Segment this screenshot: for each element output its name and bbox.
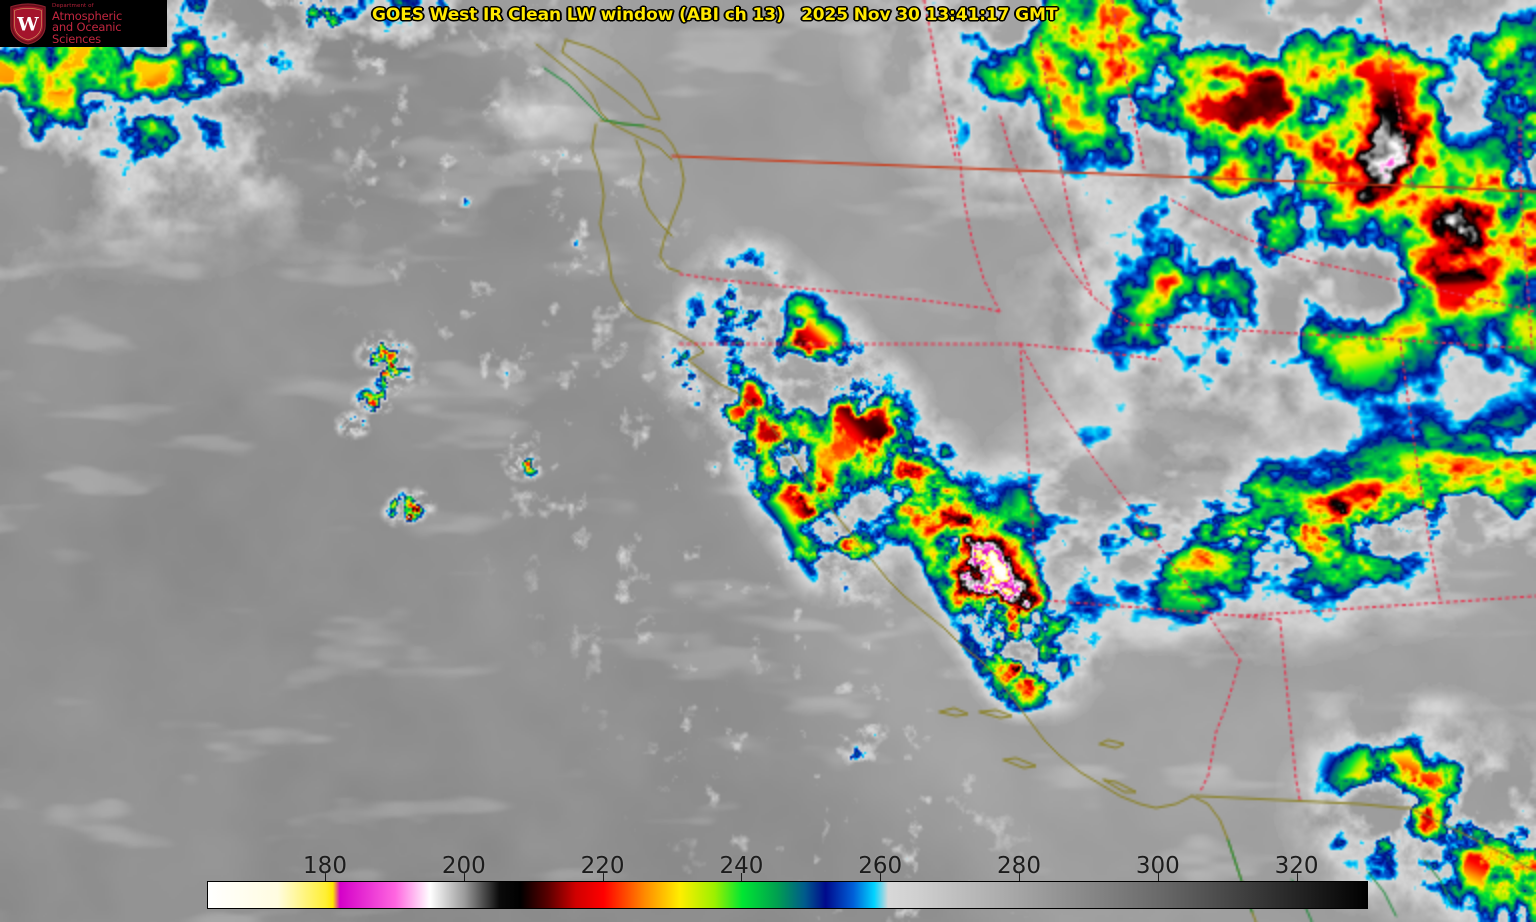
svg-text:W: W (16, 13, 39, 36)
colorbar-tick-label: 220 (580, 853, 625, 879)
uw-crest-icon: W (10, 3, 46, 45)
colorbar-tick (880, 873, 882, 881)
logo-line-oceanic: and Oceanic Sciences (52, 20, 122, 46)
colorbar-tick-label: 240 (719, 853, 764, 879)
colorbar-tick-label: 200 (441, 853, 486, 879)
colorbar-tick-label: 300 (1135, 853, 1180, 879)
product-title: GOES West IR Clean LW window (ABI ch 13)… (372, 5, 1058, 25)
colorbar-tick (1296, 873, 1298, 881)
colorbar-tick-label: 260 (858, 853, 903, 879)
colorbar-tick (602, 873, 604, 881)
colorbar-tick (325, 873, 326, 881)
colorbar-gradient (208, 882, 1367, 908)
logo-line-atmospheric: Atmospheric (52, 8, 123, 23)
logo-department-line: Department of (52, 3, 94, 9)
logo-text-block: Department of Atmospheric and Oceanic Sc… (52, 3, 164, 46)
colorbar-tick-label: 180 (303, 853, 347, 879)
uw-aos-logo: W Department of Atmospheric and Oceanic … (0, 0, 167, 47)
temperature-colorbar: 180 200 220 240 260 280 300 320 (207, 853, 1369, 915)
colorbar-tick-label: 280 (997, 853, 1041, 879)
colorbar-tick (1019, 873, 1020, 881)
colorbar-tick-label: 320 (1274, 853, 1319, 879)
colorbar-swatch (207, 881, 1368, 909)
colorbar-tick (463, 873, 465, 881)
colorbar-tick (1157, 873, 1159, 881)
colorbar-tick (741, 873, 743, 881)
